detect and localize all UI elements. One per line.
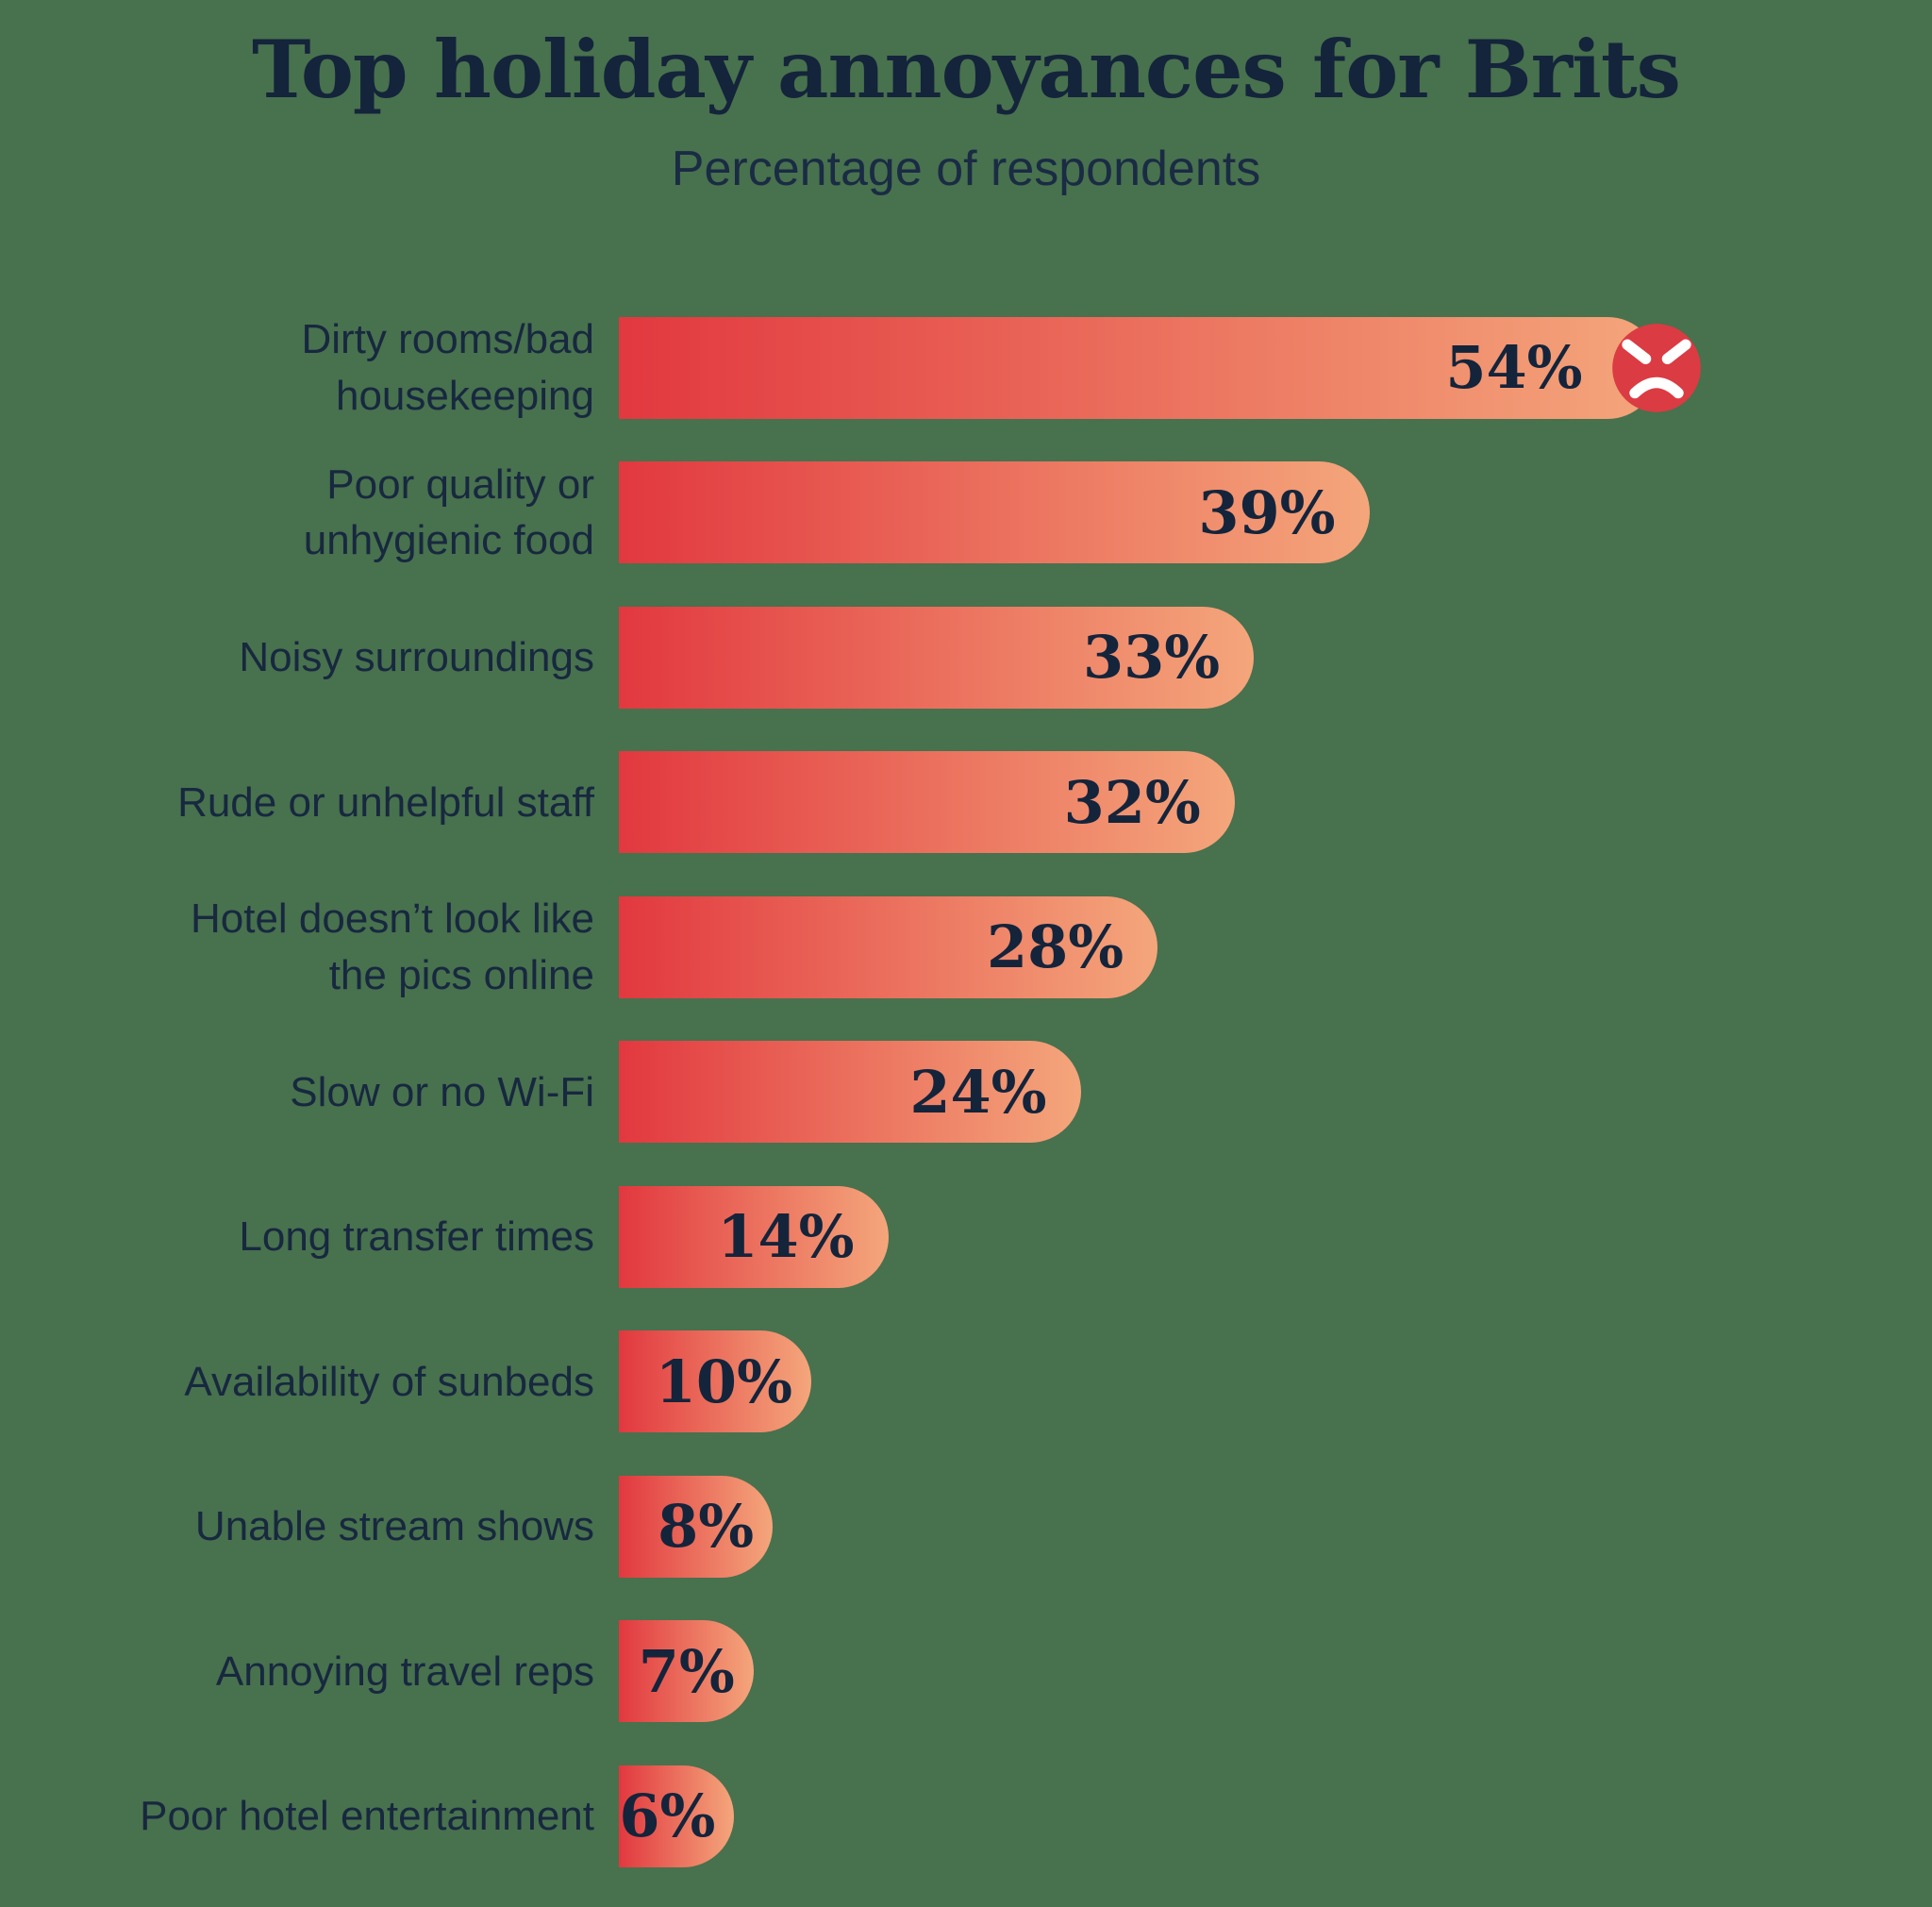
bar: 24% [619, 1041, 1081, 1144]
bar: 6% [619, 1765, 735, 1867]
bar-track: 33% [619, 606, 1932, 709]
bar: 54% [619, 316, 1701, 419]
bar: 33% [619, 606, 1255, 709]
bar-row: Unable stream shows 8% [0, 1454, 1932, 1599]
category-label: Poor hotel entertainment [140, 1793, 594, 1840]
bar-track: 32% [619, 751, 1932, 854]
value-label: 39% [1198, 477, 1336, 547]
bar: 39% [619, 461, 1370, 564]
bar: 14% [619, 1185, 889, 1288]
bar: 32% [619, 751, 1235, 854]
bar-row: Availability of sunbeds 10% [0, 1310, 1932, 1455]
value-label: 28% [986, 912, 1124, 982]
value-label: 33% [1082, 623, 1221, 693]
bar-track: 7% [619, 1620, 1932, 1723]
bar-row: Hotel doesn’t look like the pics online 2… [0, 875, 1932, 1020]
chart-subtitle: Percentage of respondents [671, 142, 1261, 196]
category-label: Hotel doesn’t look like the pics online [190, 895, 594, 998]
chart-header: Top holiday annoyances for Brits Percent… [0, 0, 1932, 197]
bar-track: 14% [619, 1185, 1932, 1288]
value-label: 8% [658, 1492, 755, 1562]
bar-track: 39% [619, 461, 1932, 564]
value-label: 6% [619, 1782, 716, 1851]
bar: 28% [619, 895, 1158, 998]
bar-track: 10% [619, 1330, 1932, 1433]
category-label: Long transfer times [239, 1213, 594, 1261]
bar-track: 8% [619, 1475, 1932, 1578]
value-label: 24% [909, 1057, 1047, 1127]
bar-row: Annoying travel reps 7% [0, 1599, 1932, 1745]
bar-track: 28% [619, 895, 1932, 998]
bar-track: 6% [619, 1765, 1932, 1867]
value-label: 10% [655, 1347, 792, 1416]
bar-track: 24% [619, 1041, 1932, 1144]
value-label: 7% [638, 1636, 735, 1706]
angry-face-icon [1611, 323, 1701, 412]
bar-row: Poor hotel entertainment 6% [0, 1744, 1932, 1889]
value-label: 14% [717, 1202, 855, 1272]
bar: 8% [619, 1475, 774, 1578]
category-label: Rude or unhelpful staff [177, 778, 594, 826]
bar-row: Rude or unhelpful staff 32% [0, 730, 1932, 876]
bar-track: 54% [619, 316, 1932, 419]
bar-row: Slow or no Wi-Fi 24% [0, 1020, 1932, 1165]
bar-row: Long transfer times 14% [0, 1164, 1932, 1310]
category-label: Dirty rooms/bad housekeeping [301, 316, 594, 419]
chart-title: Top holiday annoyances for Brits [252, 23, 1681, 116]
value-label: 54% [1445, 333, 1583, 403]
bar: 7% [619, 1620, 754, 1723]
bar-rows: Dirty rooms/bad housekeeping 54% Poor qual… [0, 295, 1932, 1889]
bar: 10% [619, 1330, 811, 1433]
category-label: Noisy surroundings [239, 634, 594, 681]
category-label: Annoying travel reps [215, 1648, 594, 1695]
category-label: Poor quality or unhygienic food [303, 460, 594, 564]
category-label: Unable stream shows [194, 1503, 594, 1550]
bar-row: Noisy surroundings 33% [0, 585, 1932, 730]
value-label: 32% [1063, 767, 1201, 837]
bar-chart: Dirty rooms/bad housekeeping 54% Poor qual… [0, 295, 1932, 1889]
category-label: Availability of sunbeds [184, 1358, 594, 1405]
category-label: Slow or no Wi-Fi [290, 1068, 594, 1115]
bar-row: Poor quality or unhygienic food 39% [0, 441, 1932, 586]
bar-row: Dirty rooms/bad housekeeping 54% [0, 295, 1932, 441]
